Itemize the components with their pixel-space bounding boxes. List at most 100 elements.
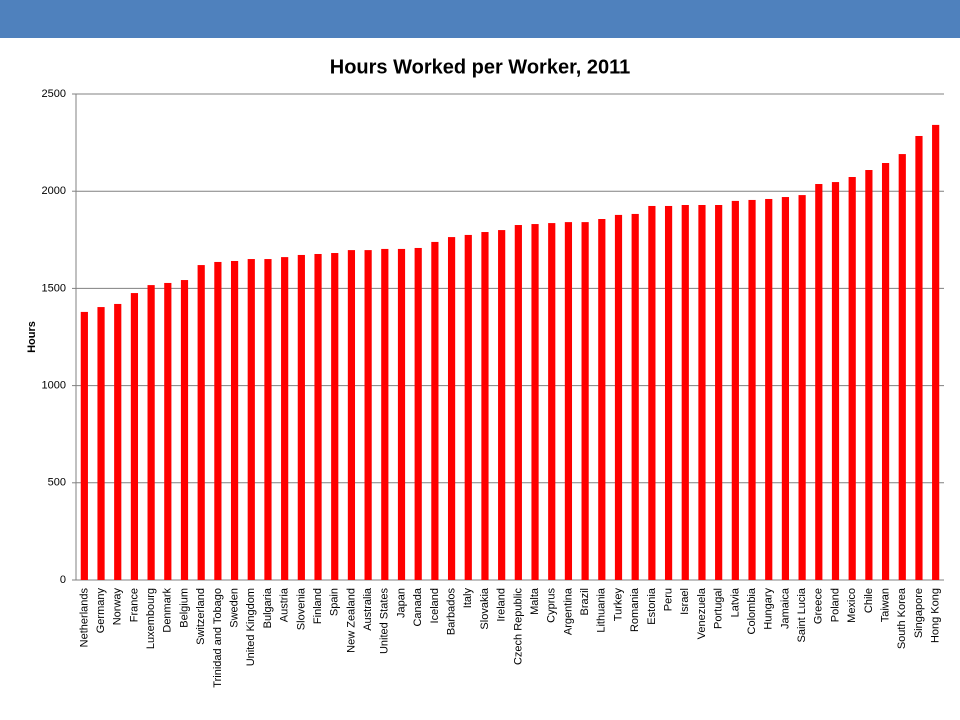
x-tick-label: Japan — [395, 588, 407, 618]
bar — [281, 257, 289, 580]
bar — [881, 163, 890, 580]
x-tick-label: Finland — [312, 588, 324, 624]
x-tick-label: Taiwan — [879, 588, 891, 622]
x-tick-label: United States — [379, 588, 391, 655]
bar — [464, 234, 472, 580]
bar — [664, 205, 673, 580]
bar — [531, 224, 539, 581]
y-tick-label: 1000 — [42, 380, 66, 392]
bar — [147, 285, 155, 580]
chart-title: Hours Worked per Worker, 2011 — [330, 56, 631, 78]
x-tick-label: Canada — [412, 587, 424, 626]
bar — [130, 293, 139, 580]
x-tick-label: Saint Lucia — [796, 587, 808, 642]
bar — [865, 170, 873, 580]
bar — [648, 205, 656, 580]
x-tick-label: Iceland — [429, 588, 441, 623]
x-tick-label: Malta — [529, 587, 541, 615]
bar — [815, 184, 823, 580]
x-tick-label: Greece — [813, 588, 825, 624]
x-tick-label: Peru — [662, 588, 674, 611]
bar — [915, 135, 923, 580]
bar — [564, 222, 573, 580]
x-tick-label: Argentina — [562, 587, 574, 635]
x-tick-label: Poland — [829, 588, 841, 622]
bar — [447, 237, 456, 580]
bar — [798, 195, 806, 580]
header-bar — [0, 0, 960, 38]
x-tick-label: Slovakia — [479, 587, 491, 629]
x-tick-label: Switzerland — [195, 588, 207, 645]
bar — [765, 198, 773, 580]
x-tick-label: Barbados — [445, 588, 457, 636]
x-tick-label: Denmark — [162, 588, 174, 633]
x-tick-label: South Korea — [896, 587, 908, 649]
x-tick-label: Norway — [112, 588, 124, 626]
bar — [548, 223, 556, 580]
x-tick-label: Latvia — [729, 587, 741, 617]
bar — [197, 265, 205, 580]
x-tick-label: New Zealand — [345, 588, 357, 653]
bar — [97, 307, 105, 580]
x-tick-label: Luxembourg — [145, 588, 157, 649]
bar — [247, 259, 255, 580]
x-tick-label: Hungary — [763, 588, 775, 630]
x-tick-label: Mexico — [846, 588, 858, 623]
x-tick-label: Ireland — [496, 588, 508, 622]
bar — [264, 259, 272, 580]
x-tick-label: Austria — [279, 587, 291, 622]
y-tick-label: 0 — [60, 574, 66, 586]
bar — [164, 282, 172, 580]
x-tick-label: Trinidad and Tobago — [212, 588, 224, 688]
x-tick-label: Colombia — [746, 587, 758, 634]
bar — [498, 230, 506, 580]
y-axis-title: Hours — [26, 321, 38, 353]
bar — [698, 205, 706, 581]
x-tick-label: Jamaica — [779, 587, 791, 629]
y-tick-label: 2000 — [42, 185, 66, 197]
x-tick-label: Lithuania — [596, 587, 608, 633]
bar — [581, 222, 589, 580]
bar — [848, 177, 856, 581]
bar — [898, 154, 906, 581]
x-tick-label: Venezuela — [696, 587, 708, 639]
bar — [681, 205, 689, 581]
bar — [381, 248, 389, 580]
bar — [314, 253, 322, 580]
bar — [748, 199, 756, 580]
bar — [715, 205, 723, 581]
x-tick-label: Singapore — [913, 588, 925, 638]
bar — [397, 248, 406, 580]
bar — [431, 241, 439, 580]
bar — [781, 197, 790, 581]
bar — [731, 200, 739, 581]
bar — [347, 250, 356, 580]
bar — [481, 232, 489, 581]
x-tick-label: Spain — [329, 588, 341, 616]
bar — [214, 261, 222, 580]
bar — [831, 182, 840, 580]
x-tick-label: Estonia — [646, 587, 658, 625]
x-tick-label: Turkey — [612, 588, 624, 622]
bar — [180, 280, 189, 580]
x-tick-label: Germany — [95, 588, 107, 634]
x-tick-label: Australia — [362, 587, 374, 631]
x-tick-label: Portugal — [713, 588, 725, 629]
x-tick-label: Netherlands — [78, 588, 90, 648]
bar — [932, 124, 940, 580]
bar — [297, 254, 305, 580]
x-tick-label: Cyprus — [546, 588, 558, 623]
bar — [514, 225, 522, 580]
y-tick-label: 1500 — [42, 282, 66, 294]
x-tick-label: France — [128, 588, 140, 622]
x-tick-label: Brazil — [579, 588, 591, 616]
bar — [80, 311, 88, 580]
bar — [598, 218, 606, 580]
x-tick-label: Israel — [679, 588, 691, 615]
bar — [230, 260, 239, 580]
y-tick-label: 2500 — [42, 88, 66, 100]
x-tick-label: Sweden — [228, 588, 240, 628]
bar — [364, 250, 372, 580]
x-tick-label: Chile — [863, 588, 875, 613]
